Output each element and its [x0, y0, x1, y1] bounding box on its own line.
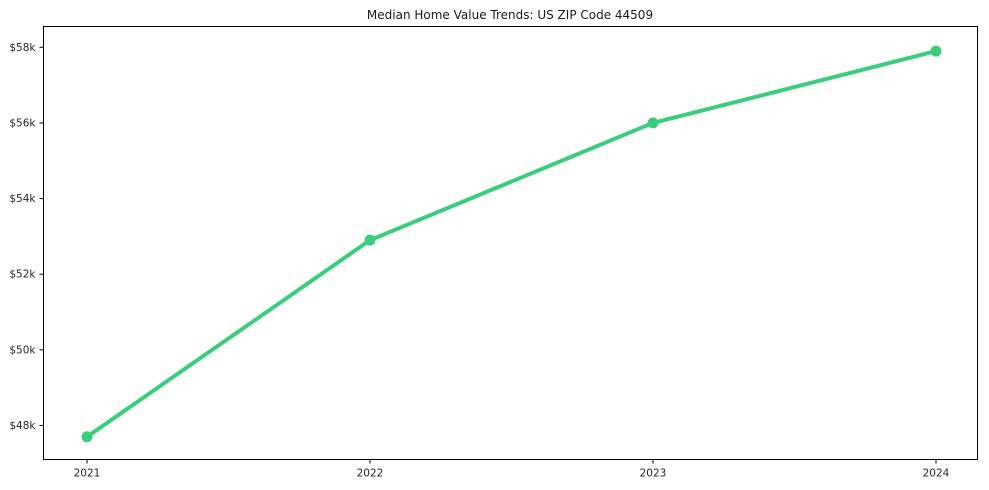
- y-tick-label: $52k: [9, 269, 36, 281]
- x-axis: 2021 2022 2023 2024: [74, 459, 950, 480]
- data-point-marker: [930, 45, 942, 57]
- x-tick-label: 2023: [640, 468, 667, 480]
- x-tick-label: 2021: [74, 468, 101, 480]
- y-tick-label: $54k: [9, 193, 36, 205]
- trend-line: [85, 49, 938, 439]
- data-point-marker: [81, 431, 93, 443]
- y-tick-label: $50k: [9, 344, 36, 356]
- y-axis: $48k $50k $52k $54k $56k $58k: [9, 42, 44, 432]
- plot-border: [43, 26, 978, 460]
- chart-title: Median Home Value Trends: US ZIP Code 44…: [367, 8, 653, 22]
- data-point-marker: [364, 234, 376, 246]
- y-tick-label: $48k: [9, 420, 36, 432]
- x-tick-label: 2024: [923, 468, 950, 480]
- y-tick-label: $56k: [9, 117, 36, 129]
- x-tick-label: 2022: [357, 468, 384, 480]
- y-tick-label: $58k: [9, 42, 36, 54]
- data-point-marker: [647, 117, 659, 129]
- series-layer: [81, 45, 942, 443]
